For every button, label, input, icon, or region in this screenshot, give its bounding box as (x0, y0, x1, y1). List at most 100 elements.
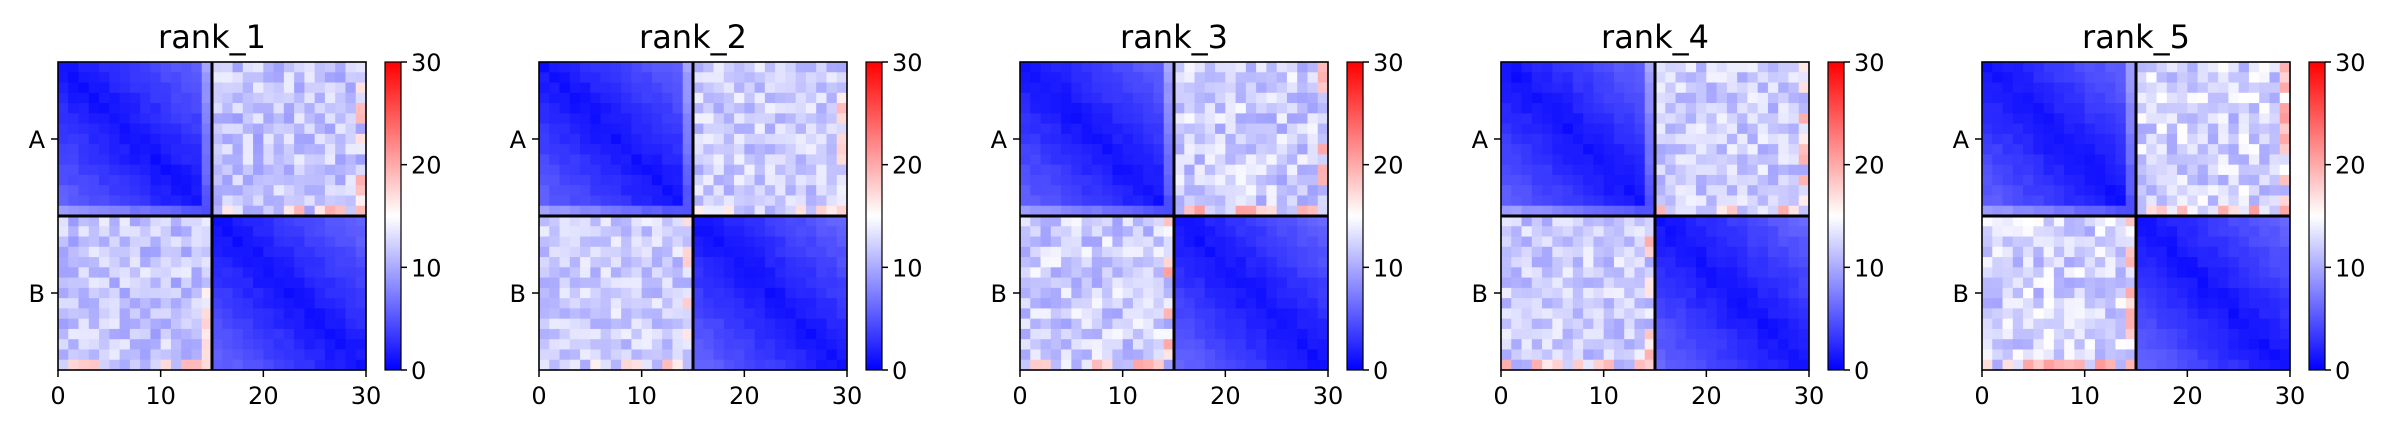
heatmap-cell (1235, 92, 1247, 104)
heatmap-cell (580, 339, 591, 351)
heatmap-cell (651, 72, 663, 84)
heatmap-cell (1747, 164, 1759, 176)
heatmap-cell (99, 318, 110, 330)
heatmap-cell (1655, 287, 1666, 299)
heatmap-cell (1737, 195, 1748, 207)
heatmap-cell (2064, 349, 2075, 361)
heatmap-cell (2146, 92, 2158, 104)
heatmap-cell (58, 92, 69, 104)
heatmap-cell (1726, 236, 1738, 248)
heatmap-cell (631, 277, 643, 289)
heatmap-cell (2136, 103, 2147, 114)
heatmap-cell (1521, 195, 1533, 207)
heatmap-cell (1030, 328, 1042, 340)
heatmap-cell (1081, 236, 1093, 248)
heatmap-cell (600, 205, 612, 217)
heatmap-cell (1992, 92, 2004, 104)
heatmap-cell (1613, 62, 1625, 73)
heatmap-cell (2012, 174, 2024, 186)
heatmap-cell (672, 277, 684, 289)
heatmap-cell (805, 144, 817, 155)
heatmap-cell (816, 277, 828, 289)
heatmap-cell (703, 267, 715, 279)
heatmap-cell (2218, 72, 2229, 84)
heatmap-cell (2105, 164, 2117, 176)
heatmap-cell (1184, 185, 1196, 197)
heatmap-cell (181, 226, 193, 238)
heatmap-cell (1030, 144, 1042, 155)
heatmap-cell (191, 144, 203, 155)
heatmap-cell (795, 328, 807, 340)
heatmap-cell (1091, 92, 1103, 104)
heatmap-cell (703, 164, 715, 176)
heatmap-cell (2228, 205, 2240, 217)
heatmap-cell (2259, 133, 2271, 145)
heatmap-cell (1030, 113, 1042, 125)
heatmap-cell (662, 154, 674, 166)
heatmap-cell (242, 216, 254, 227)
heatmap-cell (734, 154, 745, 166)
heatmap-cell (1531, 349, 1543, 361)
heatmap-cell (610, 123, 622, 135)
heatmap-cell (1307, 267, 1319, 279)
heatmap-cell (2105, 349, 2117, 361)
heatmap-cell (99, 103, 110, 114)
heatmap-cell (1061, 328, 1072, 340)
heatmap-cell (294, 339, 305, 351)
heatmap-cell (1521, 82, 1533, 94)
heatmap-cell (703, 277, 715, 289)
heatmap-cell (129, 164, 141, 176)
heatmap-cell (2187, 298, 2199, 309)
heatmap-cell (775, 62, 786, 73)
heatmap-cell (621, 216, 632, 227)
heatmap-cell (1091, 164, 1103, 176)
heatmap-cell (2043, 205, 2055, 217)
heatmap-cell (150, 123, 162, 135)
heatmap-cell (2002, 123, 2014, 135)
heatmap-cell (1091, 123, 1103, 135)
heatmap-cell (1992, 154, 2004, 166)
heatmap-cell (2177, 133, 2188, 145)
heatmap-cell (580, 144, 591, 155)
heatmap-cell (99, 236, 110, 248)
heatmap-cell (2105, 236, 2117, 248)
heatmap-cell (1163, 318, 1175, 330)
heatmap-cell (294, 195, 305, 207)
heatmap-cell (1112, 267, 1124, 279)
heatmap-cell (109, 277, 121, 289)
heatmap-cell (1112, 226, 1124, 238)
heatmap-cell (160, 216, 172, 227)
heatmap-cell (621, 349, 632, 361)
heatmap-cell (2043, 226, 2055, 238)
heatmap-cell (1706, 103, 1718, 114)
heatmap-cell (1071, 359, 1083, 371)
heatmap-cell (1050, 113, 1062, 125)
heatmap-cell (1562, 308, 1574, 320)
heatmap-cell (345, 123, 357, 135)
heatmap-cell (68, 318, 80, 330)
heatmap-cell (2269, 133, 2281, 145)
heatmap-cell (222, 133, 234, 145)
heatmap-cell (785, 277, 797, 289)
heatmap-cell (1163, 113, 1175, 125)
heatmap-cell (119, 257, 131, 268)
heatmap-cell (1030, 339, 1042, 351)
heatmap-cell (1132, 195, 1144, 207)
heatmap-cell (170, 226, 182, 238)
heatmap-cell (181, 236, 193, 248)
heatmap-cell (2248, 62, 2260, 73)
heatmap-cell (345, 298, 357, 309)
heatmap-cell (150, 216, 162, 227)
heatmap-cell (1174, 267, 1185, 279)
heatmap-cell (1307, 318, 1319, 330)
heatmap-cell (1696, 92, 1707, 104)
x-tick-label: 10 (145, 382, 176, 410)
heatmap-cell (1153, 103, 1165, 114)
heatmap-cell (1204, 154, 1216, 166)
heatmap-cell (324, 185, 336, 197)
heatmap-cell (1572, 318, 1584, 330)
heatmap-cell (1634, 144, 1646, 155)
heatmap-cell (1194, 123, 1206, 135)
heatmap-cell (641, 62, 653, 73)
heatmap-cell (314, 154, 326, 166)
